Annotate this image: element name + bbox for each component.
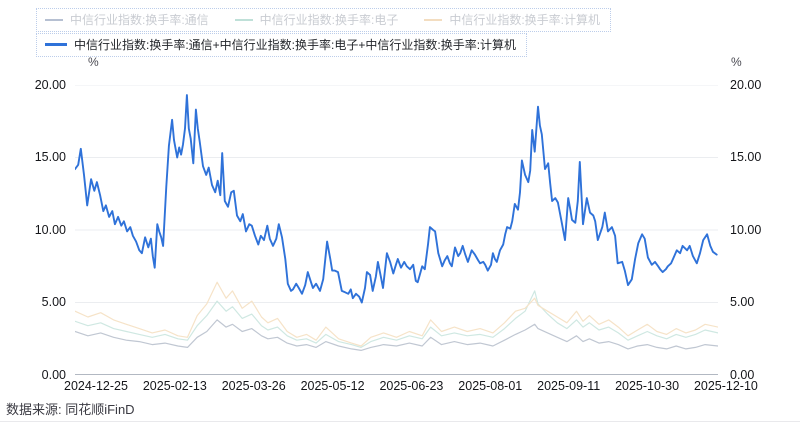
legend-row-dimmed: 中信行业指数:换手率:通信 中信行业指数:换手率:电子 中信行业指数:换手率:计… — [36, 8, 612, 32]
legend-item-telecom[interactable]: 中信行业指数:换手率:通信 — [45, 11, 209, 28]
y-tick-label: 10.00 — [730, 223, 762, 237]
y-tick-label: 20.00 — [730, 78, 762, 92]
x-tick-label: 2025-06-23 — [379, 379, 444, 393]
x-tick-label: 2025-05-12 — [300, 379, 365, 393]
y-axis-unit-left: % — [88, 55, 99, 69]
line-marker-icon — [424, 18, 443, 21]
legend-label-computer: 中信行业指数:换手率:计算机 — [449, 13, 601, 27]
line-marker-icon — [45, 18, 63, 21]
y-tick-label: 5.00 — [41, 295, 66, 309]
legend-label-sum: 中信行业指数:换手率:通信+中信行业指数:换手率:电子+中信行业指数:换手率:计… — [74, 38, 517, 52]
x-tick-label: 2025-02-13 — [142, 379, 207, 393]
y-tick-label: 0.00 — [41, 368, 66, 382]
data-source-note: 数据来源: 同花顺iFinD — [6, 402, 135, 417]
x-axis: 2024-12-25 2025-02-13 2025-03-26 2025-05… — [64, 379, 758, 393]
y-tick-label: 20.00 — [34, 78, 66, 92]
legend-label-telecom: 中信行业指数:换手率:通信 — [70, 13, 209, 27]
legend-label-electronics: 中信行业指数:换手率:电子 — [259, 13, 399, 27]
y-axis-unit-right: % — [731, 55, 742, 69]
x-tick-label: 2025-09-11 — [537, 379, 601, 393]
x-tick-label: 2024-12-25 — [64, 379, 128, 393]
legend-row-active: 中信行业指数:换手率:通信+中信行业指数:换手率:电子+中信行业指数:换手率:计… — [36, 33, 528, 57]
line-marker-icon — [45, 43, 67, 46]
x-tick-label: 2025-03-26 — [221, 379, 286, 393]
y-tick-label: 5.00 — [730, 295, 755, 309]
legend-item-electronics[interactable]: 中信行业指数:换手率:电子 — [234, 11, 399, 28]
chart-svg — [74, 84, 719, 376]
x-tick-label: 2025-10-30 — [615, 379, 680, 393]
x-tick-label: 2025-08-01 — [458, 379, 523, 393]
legend-item-sum[interactable]: 中信行业指数:换手率:通信+中信行业指数:换手率:电子+中信行业指数:换手率:计… — [45, 36, 516, 53]
legend-item-computer[interactable]: 中信行业指数:换手率:计算机 — [424, 11, 600, 28]
x-tick-label: 2025-12-10 — [693, 379, 758, 393]
y-tick-label: 15.00 — [34, 150, 66, 164]
chart-plot-area — [74, 84, 719, 376]
line-marker-icon — [234, 18, 253, 21]
y-tick-label: 15.00 — [730, 150, 762, 164]
y-tick-label: 0.00 — [730, 368, 755, 382]
y-tick-label: 10.00 — [34, 223, 66, 237]
